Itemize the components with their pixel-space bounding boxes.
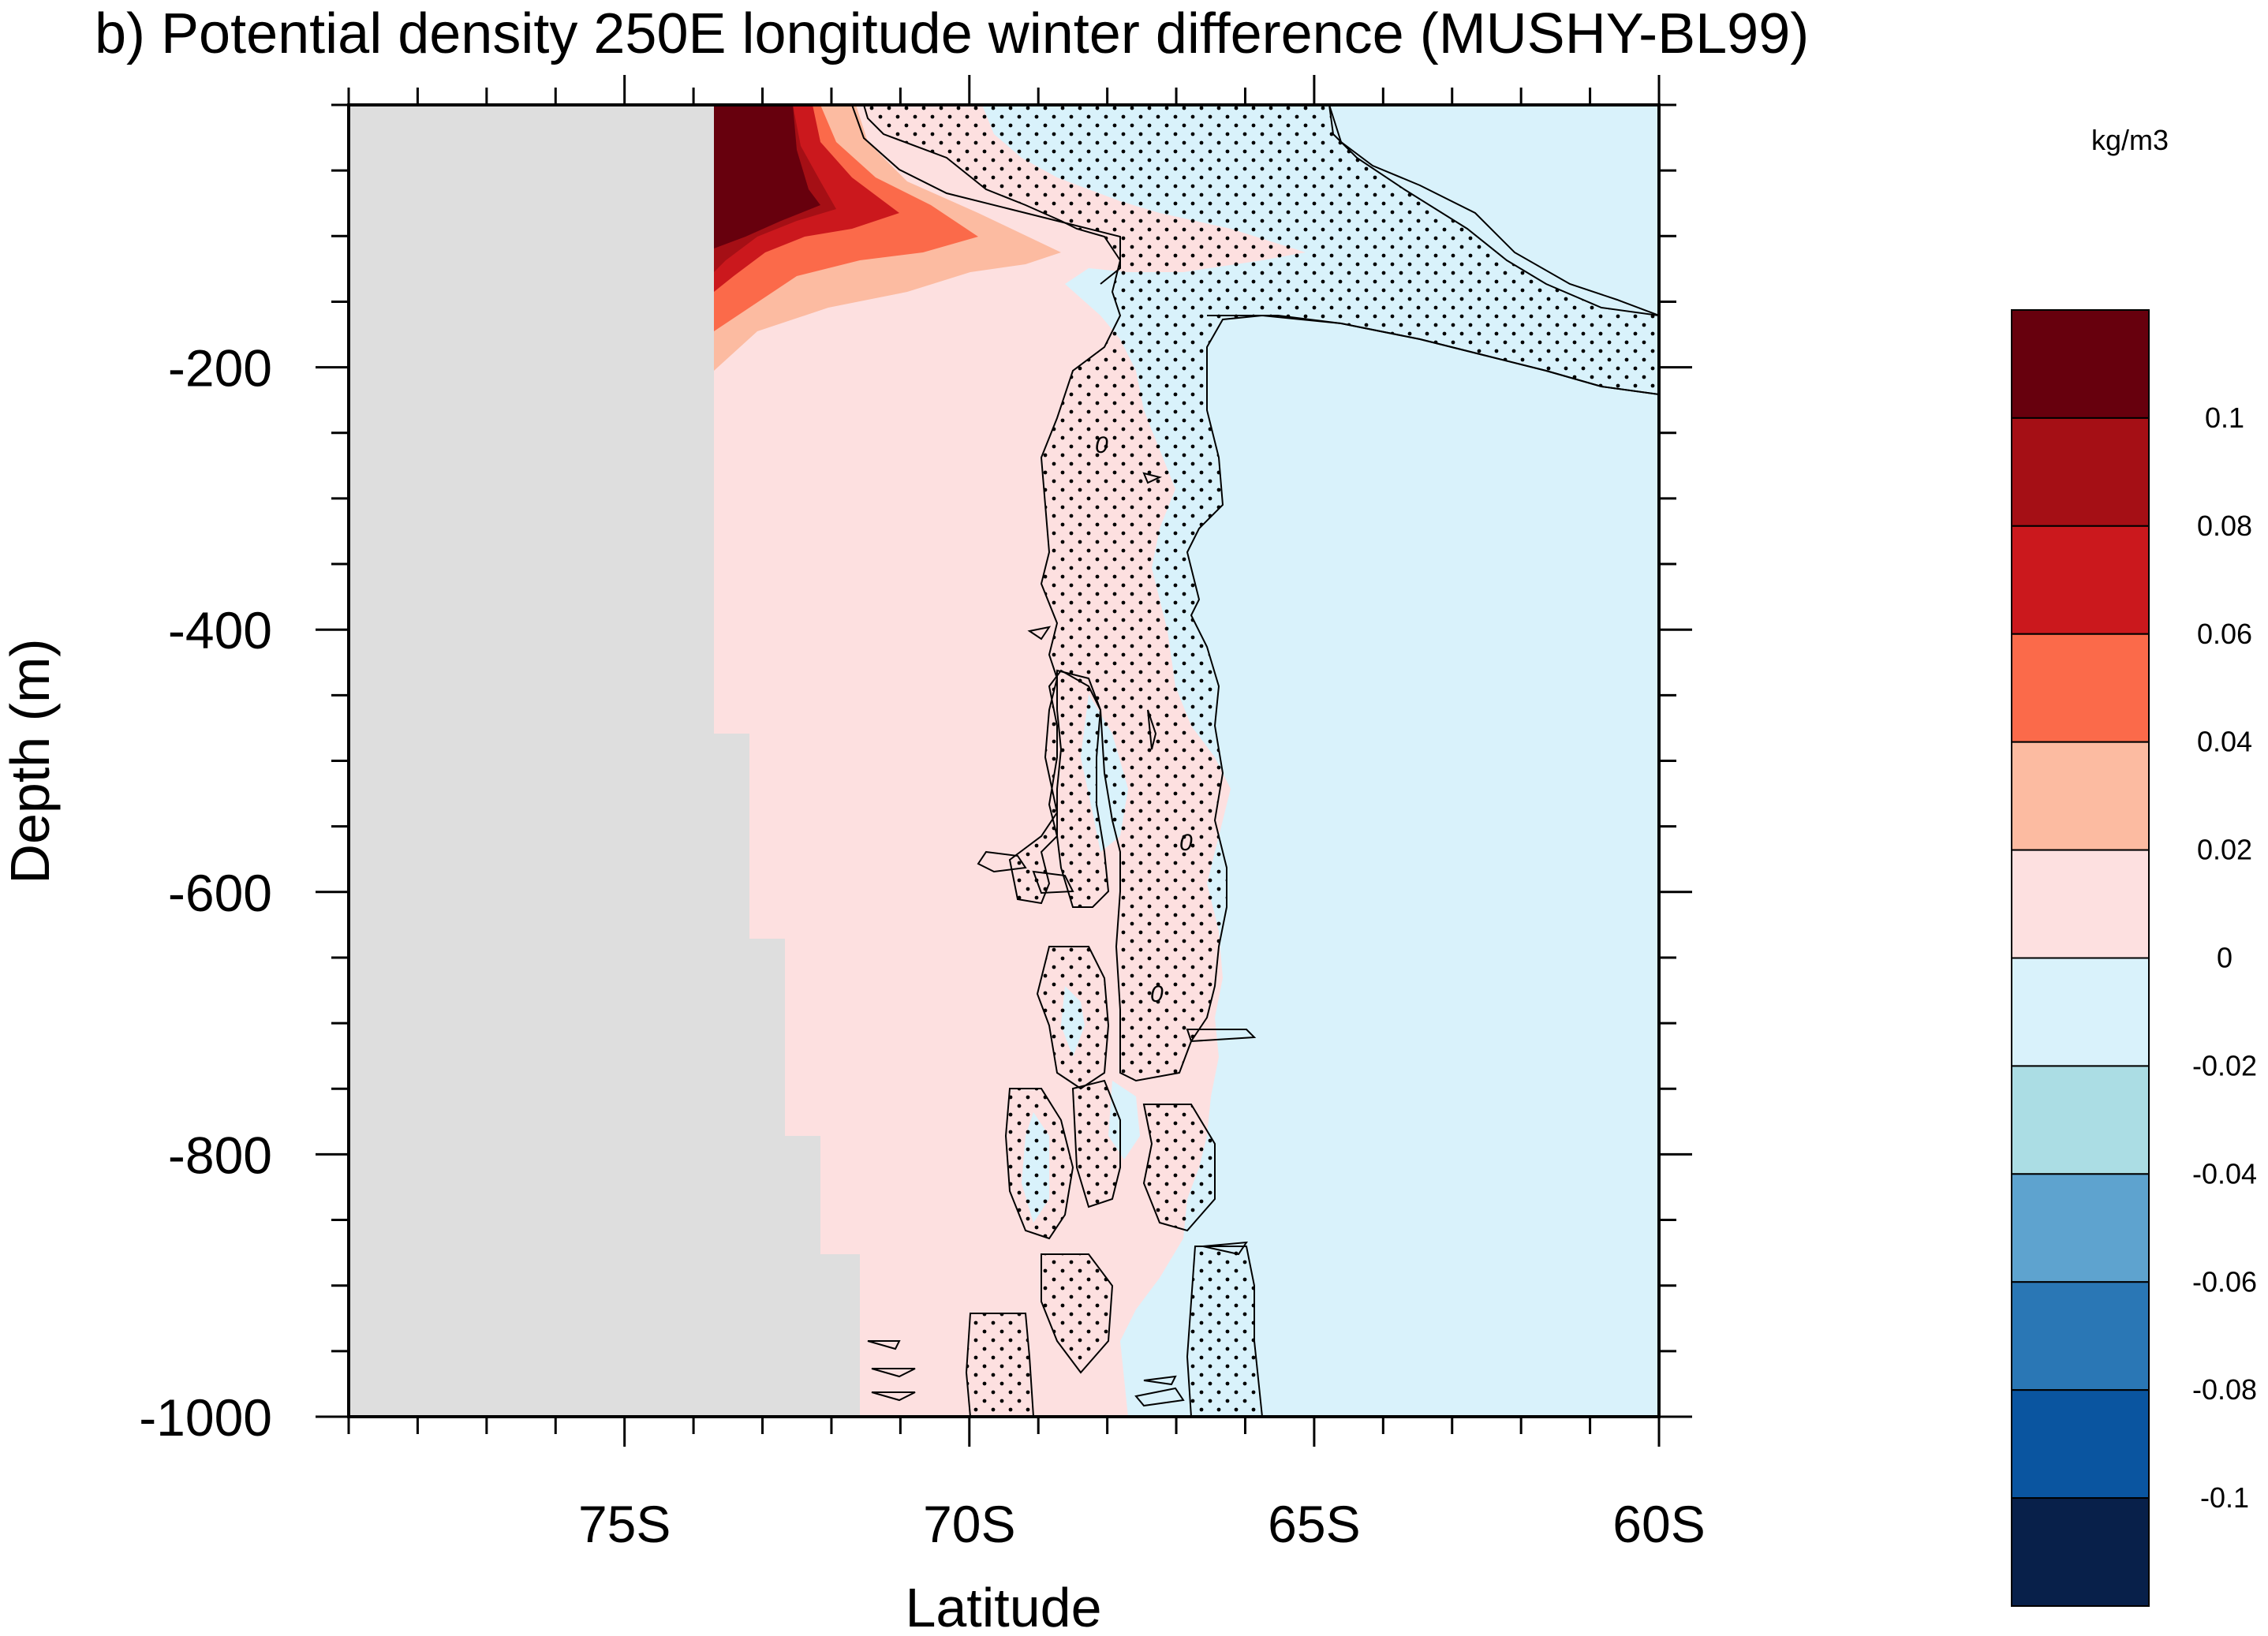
colorbar-label: -0.02 <box>2192 1049 2257 1081</box>
colorbar-label: -0.06 <box>2192 1265 2257 1298</box>
x-tick-label: 65S <box>1268 1495 1360 1553</box>
colorbar-swatch <box>2011 416 2150 527</box>
colorbar-label: 0.02 <box>2197 834 2252 866</box>
stipple-region <box>1071 1079 1121 1208</box>
x-tick-label: 60S <box>1612 1495 1705 1553</box>
y-tick-label: -400 <box>168 601 272 659</box>
stipple-region <box>1036 946 1110 1090</box>
colorbar-swatch <box>2011 525 2150 635</box>
colorbar-label: -0.04 <box>2192 1157 2257 1190</box>
colorbar-swatch <box>2011 849 2150 959</box>
colorbar-swatch <box>2011 1065 2150 1175</box>
stipple-region <box>1186 1246 1264 1417</box>
x-axis-title: Latitude <box>905 1577 1101 1636</box>
y-tick-label: -800 <box>168 1126 272 1184</box>
contour-label: 0 <box>1150 981 1164 1007</box>
stipple-region <box>1142 1104 1216 1232</box>
colorbar-label: -0.08 <box>2192 1373 2257 1406</box>
y-tick-labels: -200 -400 -600 -800 -1000 <box>139 339 272 1447</box>
colorbar-swatch <box>2011 957 2150 1067</box>
y-axis-title: Depth (m) <box>0 638 61 883</box>
colorbar-label: 0.1 <box>2205 402 2244 434</box>
x-tick-labels: 75S 70S 65S 60S <box>578 1495 1706 1553</box>
colorbar-label: 0.08 <box>2197 510 2252 542</box>
colorbar-swatch <box>2011 1497 2150 1608</box>
y-tick-label: -1000 <box>139 1388 272 1447</box>
colorbar-label: 0.04 <box>2197 726 2252 758</box>
colorbar-swatch <box>2011 633 2150 743</box>
stipple-region <box>1004 1088 1074 1240</box>
colorbar-swatch <box>2011 1281 2150 1391</box>
contour-label: 0 <box>1095 432 1108 458</box>
stipple-region <box>1041 1253 1114 1374</box>
stipple-region <box>1056 669 1110 908</box>
zero-contours <box>851 105 1659 1407</box>
colorbar: 0.1 0.08 0.06 0.04 0.02 0 -0.02 -0.04 -0.06 -0.08… <box>2011 309 2257 1608</box>
region-positive-small <box>714 105 1306 1417</box>
colorbar-label: -0.1 <box>2200 1481 2249 1514</box>
colorbar-swatch <box>2011 1173 2150 1283</box>
chart-title: b) Potential density 250E longitude wint… <box>95 2 1810 65</box>
stipple-region <box>965 1313 1035 1417</box>
region-positive-0.1 <box>714 105 820 248</box>
x-tick-label: 75S <box>578 1495 671 1553</box>
land-mask <box>349 105 860 1417</box>
x-tick-label: 70S <box>923 1495 1015 1553</box>
colorbar-swatch <box>2011 1389 2150 1500</box>
colorbar-label: 0.06 <box>2197 618 2252 650</box>
colorbar-swatch <box>2011 309 2150 419</box>
colorbar-swatch <box>2011 741 2150 851</box>
plot-axes <box>316 75 1692 1447</box>
y-tick-label: -600 <box>168 864 272 922</box>
contour-label: 0 <box>1179 830 1193 856</box>
colorbar-label: 0 <box>2217 942 2233 974</box>
colorbar-units: kg/m3 <box>2091 124 2169 156</box>
y-tick-label: -200 <box>168 339 272 398</box>
contour-field: 0 0 0 <box>349 105 1659 1417</box>
